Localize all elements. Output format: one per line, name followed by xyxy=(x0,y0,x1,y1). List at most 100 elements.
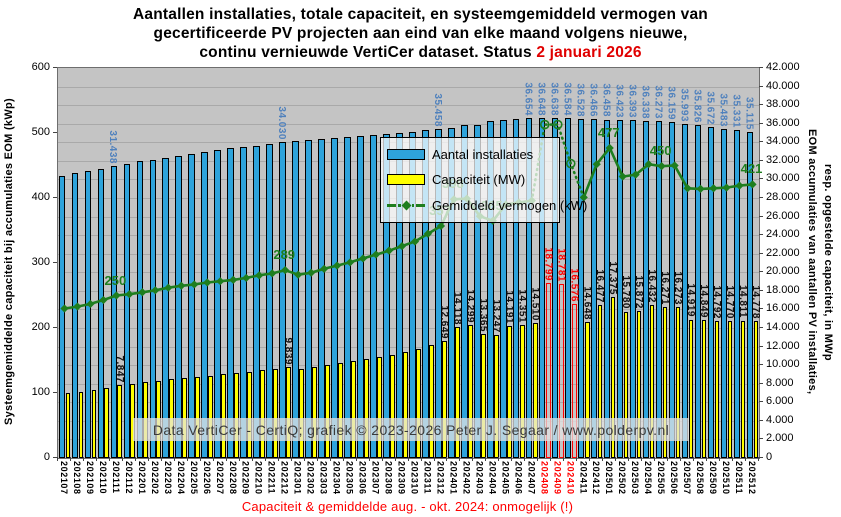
capaciteit-bar xyxy=(636,310,642,458)
x-tick-label: 202403 xyxy=(474,461,485,495)
right-axis-tick-label: 0 xyxy=(766,451,773,463)
x-tick-label: 202410 xyxy=(565,461,576,495)
x-axis-tick xyxy=(563,457,565,461)
x-axis-tick xyxy=(212,457,214,461)
right-axis-tick xyxy=(759,104,763,106)
x-tick-label: 202407 xyxy=(526,461,537,495)
right-axis-tick xyxy=(759,252,763,254)
aantal-installaties-bar xyxy=(370,134,377,458)
x-tick-label: 202302 xyxy=(305,461,316,495)
capaciteit-bar xyxy=(584,322,590,458)
x-tick-label: 202511 xyxy=(734,461,744,495)
aantal-installaties-bar xyxy=(279,142,286,458)
capaciteit-bar xyxy=(195,376,201,458)
aantal-installaties-bar xyxy=(305,139,312,458)
x-axis-tick xyxy=(745,457,746,461)
capaciteit-bar xyxy=(662,306,668,458)
capaciteit-bar xyxy=(91,390,97,458)
x-tick-label: 202306 xyxy=(357,461,368,495)
aantal-installaties-bar xyxy=(188,153,195,458)
x-axis-tick xyxy=(121,457,123,461)
x-tick-label: 202208 xyxy=(227,461,238,495)
right-axis-tick-label: 30.000 xyxy=(766,172,800,185)
legend-item-aantal: Aantal installaties xyxy=(387,147,553,162)
title-line-3: continu vernieuwde VertiCer dataset. Sta… xyxy=(0,43,841,62)
x-axis-tick xyxy=(186,457,188,461)
aantal-installaties-bar xyxy=(642,120,650,458)
x-tick-label: 202202 xyxy=(149,461,160,495)
capaciteit-bar xyxy=(234,373,240,458)
x-axis-tick xyxy=(368,457,370,461)
x-axis-tick xyxy=(628,457,630,461)
x-tick-label: 202108 xyxy=(72,461,82,495)
x-tick-label: 202405 xyxy=(500,461,511,495)
x-axis-tick xyxy=(134,457,136,461)
x-axis-tick xyxy=(95,457,97,461)
left-axis-tick-label: 200 xyxy=(31,321,50,333)
x-axis-tick xyxy=(602,457,604,461)
capaciteit-bar xyxy=(351,361,356,458)
x-axis-tick xyxy=(316,457,318,461)
x-axis-tick xyxy=(719,457,721,461)
x-axis-tick xyxy=(446,457,448,461)
capaciteit-bar xyxy=(65,393,71,458)
right-axis-tick-label: 34.000 xyxy=(766,135,800,148)
aantal-installaties-bar xyxy=(71,173,79,458)
right-axis-tick-label: 28.000 xyxy=(766,191,800,203)
avg-value-label: 289 xyxy=(273,247,296,263)
right-axis-tick-label: 16.000 xyxy=(766,302,800,315)
gridline xyxy=(58,383,759,385)
status-date: 2 januari 2026 xyxy=(536,44,642,61)
capaciteit-bar xyxy=(364,359,369,458)
right-axis-tick xyxy=(759,271,763,273)
x-tick-label: 202203 xyxy=(162,461,173,495)
capaciteit-bar xyxy=(688,319,694,458)
capaciteit-bar xyxy=(467,325,473,458)
legend-label: Gemiddeld vermogen (kW) xyxy=(432,197,588,213)
aantal-installaties-bar xyxy=(746,131,754,458)
right-axis-tick xyxy=(759,438,763,440)
x-axis-tick xyxy=(173,457,175,461)
right-axis-tick-label: 26.000 xyxy=(766,209,800,222)
x-axis-tick xyxy=(394,457,396,461)
x-axis-tick xyxy=(108,457,110,461)
x-axis-tick xyxy=(511,457,513,461)
aantal-installaties-bar xyxy=(616,119,624,458)
legend-swatch-line-diamond xyxy=(387,200,425,211)
x-tick-label: 202301 xyxy=(292,461,303,495)
right-axis-tick xyxy=(759,382,763,384)
x-axis-tick xyxy=(758,457,759,461)
legend: Aantal installaties Capaciteit (MW) Gemi… xyxy=(380,137,587,223)
x-tick-label: 202307 xyxy=(370,461,381,495)
capaciteit-bar xyxy=(493,335,499,458)
right-axis-tick-label: 10.000 xyxy=(766,358,800,371)
right-axis-tick-label: 4.000 xyxy=(766,413,794,426)
right-axis-tick xyxy=(759,308,763,310)
aantal-installaties-bar xyxy=(331,137,338,458)
right-axis-tick xyxy=(759,178,763,180)
x-tick-label: 202505 xyxy=(656,461,667,495)
aantal-installaties-bar xyxy=(681,123,689,458)
x-axis-tick xyxy=(459,457,461,461)
capaciteit-bar xyxy=(416,349,421,458)
gridline xyxy=(58,105,759,107)
capaciteit-bar xyxy=(247,371,252,458)
x-tick-label: 202209 xyxy=(240,461,251,495)
x-tick-label: 202206 xyxy=(201,461,212,495)
left-axis-tick xyxy=(53,262,57,263)
aantal-installaties-bar xyxy=(629,120,637,458)
right-axis-tick-label: 18.000 xyxy=(766,283,800,296)
right-axis-tick-label: 22.000 xyxy=(766,246,800,259)
x-axis-tick xyxy=(433,457,435,461)
aantal-installaties-bar xyxy=(564,118,572,458)
x-axis-tick xyxy=(329,457,331,461)
aantal-installaties-bar xyxy=(84,171,92,458)
gridline xyxy=(58,346,759,348)
x-tick-label: 202308 xyxy=(383,461,394,495)
x-axis-tick xyxy=(537,457,539,461)
legend-item-capaciteit: Capaciteit (MW) xyxy=(387,172,553,187)
x-tick-label: 202111 xyxy=(110,461,121,494)
gridline xyxy=(58,328,759,329)
aantal-installaties-bar xyxy=(590,119,598,458)
